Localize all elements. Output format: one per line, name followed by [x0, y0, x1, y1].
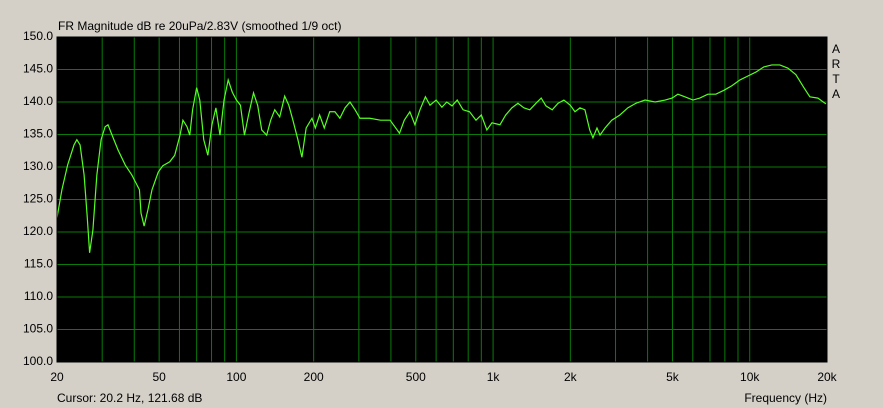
x-tick-label: 2k	[564, 370, 578, 384]
y-tick-label: 145.0	[23, 62, 53, 76]
x-axis-label: Frequency (Hz)	[744, 391, 827, 405]
x-tick-label: 10k	[740, 370, 760, 384]
x-tick-label: 100	[226, 370, 246, 384]
y-tick-label: 105.0	[23, 322, 53, 336]
y-tick-label: 100.0	[23, 354, 53, 368]
frequency-response-line	[57, 64, 827, 253]
cursor-readout: Cursor: 20.2 Hz, 121.68 dB	[57, 391, 202, 405]
y-tick-label: 115.0	[24, 257, 53, 271]
plot-border	[56, 36, 828, 363]
y-tick-label: 130.0	[23, 159, 53, 173]
brand-label: ARTA	[829, 42, 843, 102]
y-tick-label: 125.0	[23, 192, 53, 206]
x-tick-label: 50	[152, 370, 166, 384]
chart-title: FR Magnitude dB re 20uPa/2.83V (smoothed…	[58, 19, 342, 33]
x-tick-label: 20	[50, 370, 64, 384]
x-tick-label: 200	[304, 370, 324, 384]
x-tick-label: 20k	[817, 370, 837, 384]
y-tick-label: 135.0	[23, 127, 53, 141]
y-tick-label: 110.0	[24, 289, 53, 303]
y-tick-label: 120.0	[23, 224, 53, 238]
x-tick-label: 500	[406, 370, 426, 384]
x-tick-label: 1k	[487, 370, 501, 384]
y-tick-label: 140.0	[23, 94, 53, 108]
y-tick-label: 150.0	[23, 29, 53, 43]
x-tick-label: 5k	[666, 370, 680, 384]
